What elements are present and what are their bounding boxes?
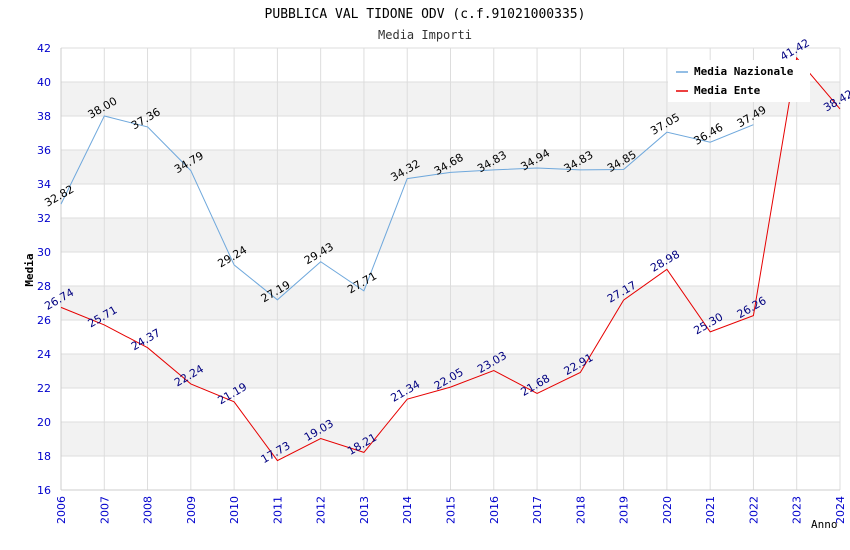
- x-tick-label: 2010: [228, 496, 241, 524]
- x-tick-label: 2015: [445, 496, 458, 524]
- x-tick-label: 2013: [358, 496, 371, 524]
- legend: Media Nazionale Media Ente: [668, 60, 810, 102]
- chart-title: PUBBLICA VAL TIDONE ODV (c.f.91021000335…: [265, 7, 586, 22]
- x-tick-label: 2024: [834, 496, 847, 524]
- y-tick-label: 42: [37, 42, 51, 55]
- y-tick-label: 22: [37, 382, 51, 395]
- y-tick-label: 38: [37, 110, 51, 123]
- series-line-media-ente: [60, 56, 841, 462]
- y-tick-label: 30: [37, 246, 51, 259]
- x-tick-label: 2017: [531, 496, 544, 524]
- y-tick-label: 20: [37, 416, 51, 429]
- y-tick-label: 24: [37, 348, 51, 361]
- chart-subtitle: Media Importi: [378, 28, 472, 42]
- x-axis-label: Anno: [811, 518, 838, 531]
- x-tick-label: 2012: [315, 496, 328, 524]
- legend-label-media-ente: Media Ente: [694, 84, 761, 97]
- x-tick-label: 2016: [488, 496, 501, 524]
- y-tick-label: 40: [37, 76, 51, 89]
- x-tick-label: 2014: [401, 496, 414, 524]
- x-tick-label: 2009: [185, 496, 198, 524]
- x-tick-label: 2020: [661, 496, 674, 524]
- legend-label-media-nazionale: Media Nazionale: [694, 65, 794, 78]
- series-lines: [60, 56, 841, 462]
- y-tick-label: 32: [37, 212, 51, 225]
- x-tick-label: 2021: [704, 496, 717, 524]
- x-tick-label: 2019: [618, 496, 631, 524]
- x-tick-label: 2011: [271, 496, 284, 524]
- y-tick-label: 16: [37, 484, 51, 497]
- x-tick-label: 2023: [791, 496, 804, 524]
- x-tick-label: 2022: [747, 496, 760, 524]
- y-tick-label: 36: [37, 144, 51, 157]
- y-tick-label: 26: [37, 314, 51, 327]
- x-tick-label: 2008: [142, 496, 155, 524]
- series-line-media-nazionale: [60, 115, 754, 301]
- x-tick-label: 2006: [55, 496, 68, 524]
- y-tick-label: 28: [37, 280, 51, 293]
- legend-box: [668, 60, 810, 102]
- x-tick-label: 2018: [574, 496, 587, 524]
- x-tick-label: 2007: [98, 496, 111, 524]
- y-tick-label: 18: [37, 450, 51, 463]
- y-axis-label: Media: [23, 253, 36, 286]
- y-tick-label: 34: [37, 178, 51, 191]
